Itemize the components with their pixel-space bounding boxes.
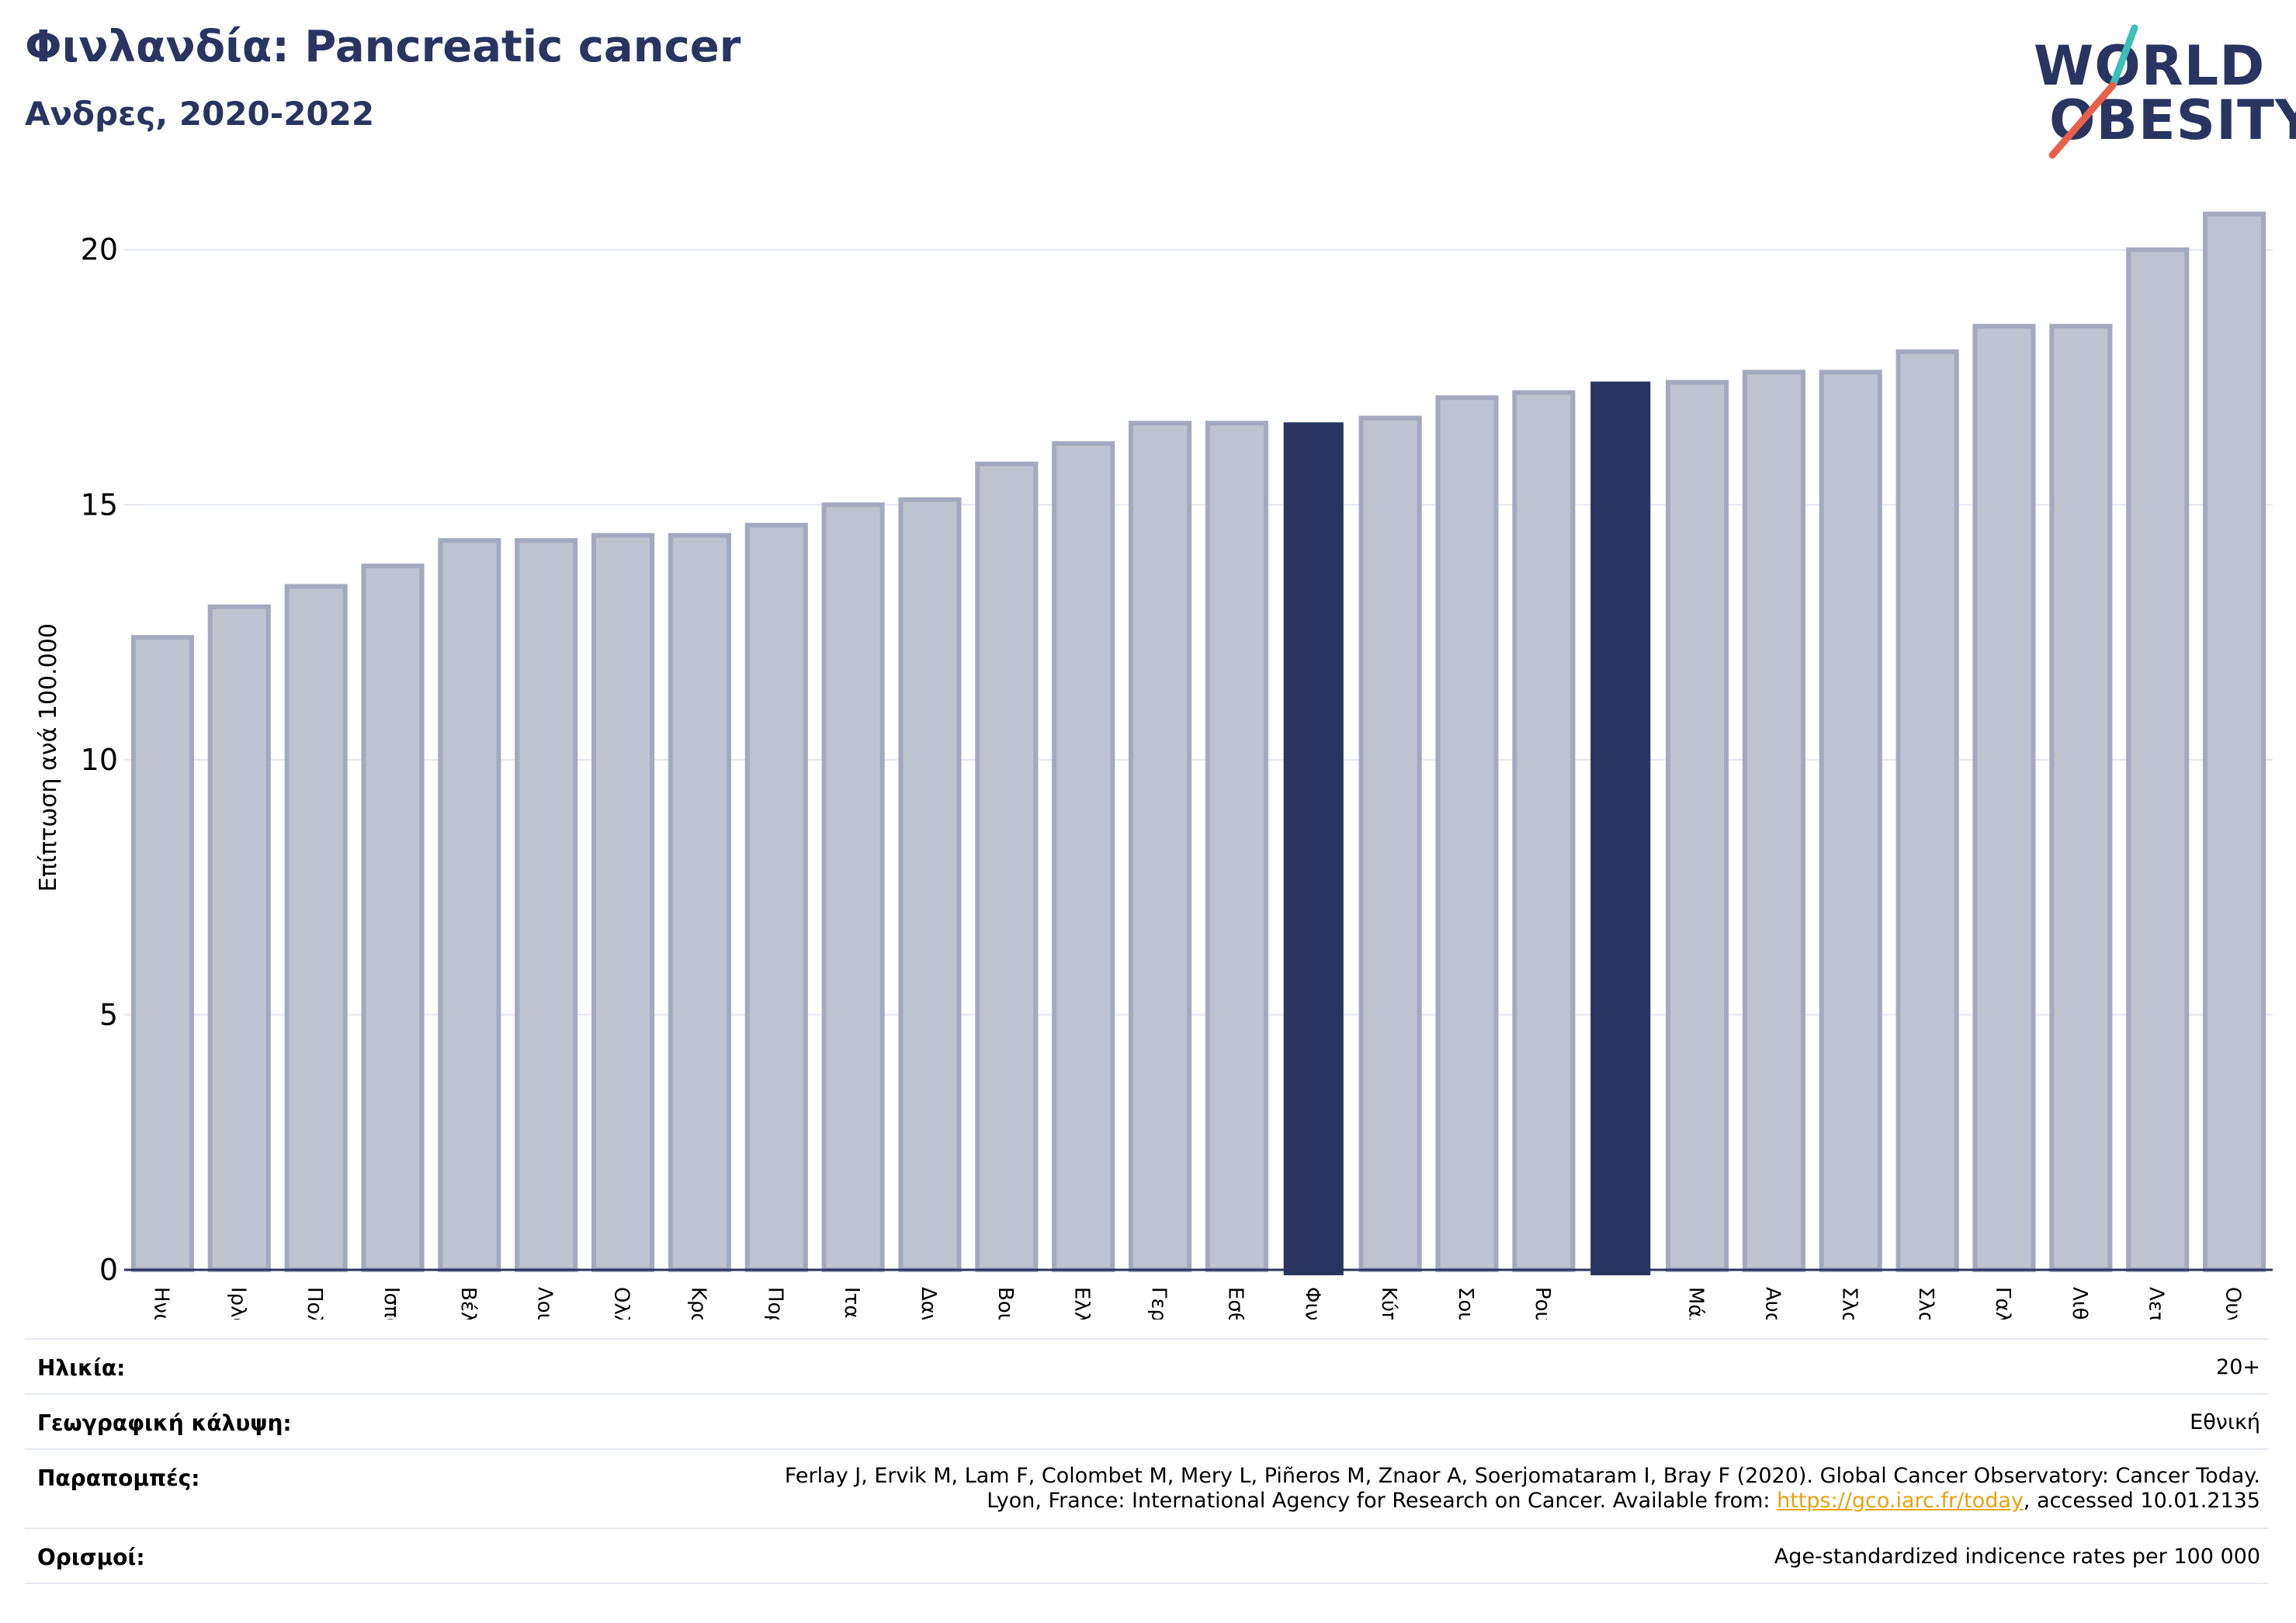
x-tick-label: Γαλλία (1991, 1287, 2014, 1320)
chart-subtitle: Ανδρες, 2020-2022 (25, 95, 375, 133)
age-value: 20+ (2216, 1355, 2260, 1379)
x-tick-label: Πολωνία (303, 1287, 326, 1320)
bar (207, 604, 271, 1272)
bar (898, 497, 962, 1272)
references-text: Ferlay J, Ervik M, Lam F, Colombet M, Me… (785, 1464, 2260, 1514)
x-tick-labels: Ηνωμένο Βασίλειο Ιρλανδία Πολωνία Ισπανία Βέ… (149, 1287, 2244, 1320)
bar (975, 461, 1039, 1273)
x-tick-label: Σλοβακία (1914, 1287, 1937, 1320)
chart-title: Φινλανδία: Pancreatic cancer (25, 22, 741, 72)
y-axis-label: Επίπτωση ανά 100.000 (35, 623, 62, 892)
bar (1205, 421, 1268, 1273)
y-tick-label: 20 (81, 233, 118, 267)
divider (25, 1583, 2268, 1584)
bar (438, 538, 501, 1272)
bar (821, 502, 885, 1272)
bar (591, 532, 655, 1272)
x-tick-label: Ολλανδία (610, 1287, 633, 1320)
references-line-2: Lyon, France: International Agency for R… (785, 1489, 2260, 1514)
world-obesity-logo: WORLD OBESITY (2026, 23, 2296, 163)
bar (130, 635, 194, 1272)
x-tick-label: Δανία (917, 1287, 940, 1320)
bar (744, 522, 808, 1272)
gco-link[interactable]: https://gco.iarc.fr/today (1777, 1489, 2024, 1513)
x-tick-label: Ισπανία (380, 1287, 403, 1320)
x-tick-label: Ηνωμένο Βασίλειο (149, 1287, 172, 1320)
references-line-1: Ferlay J, Ervik M, Lam F, Colombet M, Me… (784, 1464, 2260, 1488)
bars (130, 211, 2267, 1276)
bar (515, 538, 578, 1272)
x-tick-label: Λιθουανία (2068, 1287, 2091, 1320)
logo-line-1: WORLD (2034, 34, 2266, 98)
bar (1972, 324, 2036, 1272)
y-tick-label: 10 (81, 743, 118, 777)
bar (1283, 422, 1344, 1276)
x-tick-label: Κύπρος (1377, 1287, 1400, 1320)
divider (25, 1338, 2268, 1340)
coverage-value: Εθνική (2190, 1410, 2260, 1434)
bar (1129, 421, 1192, 1273)
x-tick-label: Ελλάδα (1070, 1287, 1094, 1320)
x-tick-label: Ιταλία (840, 1287, 863, 1320)
references-accessed: , accessed 10.01.2135 (2023, 1489, 2260, 1513)
divider (25, 1393, 2268, 1395)
logo-slash-icon (2048, 24, 2138, 159)
x-tick-label: Βέλγιο (456, 1287, 480, 1320)
definitions-row: Ορισμοί: Age-standardized indicence rate… (25, 1534, 2268, 1588)
bar (1895, 349, 1959, 1273)
x-tick-label: Σουηδία (1454, 1287, 1477, 1320)
bar (1742, 369, 1805, 1272)
x-tick-label: Μάλτα (1684, 1287, 1708, 1320)
y-tick-label: 15 (81, 487, 118, 522)
x-tick-label: Λετονία (2145, 1287, 2168, 1320)
logo-line-2: OBESITY (2049, 88, 2296, 152)
bar (1435, 395, 1499, 1272)
y-tick-label: 5 (99, 997, 118, 1032)
x-tick-label: Ρουμανία (1531, 1287, 1554, 1320)
bar (2126, 247, 2190, 1273)
x-tick-label: Γερμανία (1147, 1287, 1171, 1320)
coverage-row: Γεωγραφική κάλυψη: Εθνική (25, 1399, 2268, 1454)
y-tick-label: 0 (99, 1253, 118, 1287)
bar (1666, 380, 1729, 1273)
bar (361, 564, 425, 1272)
references-label: Παραπομπές: (37, 1465, 200, 1491)
x-tick-label: Πορτογαλία (763, 1287, 786, 1320)
x-tick-label: Βουλγαρία (994, 1287, 1017, 1320)
x-tick-label: Λουξεμβούργο (533, 1287, 557, 1320)
age-label: Ηλικία: (37, 1355, 126, 1381)
x-tick-label: Αυστρία (1760, 1287, 1784, 1320)
axes: 0 5 10 15 20 (81, 233, 2273, 1287)
x-tick-label: Ιρλανδία (226, 1287, 249, 1320)
x-tick-label: Σλοβενία (1837, 1287, 1861, 1320)
definitions-label: Ορισμοί: (37, 1545, 145, 1570)
bar (1052, 441, 1115, 1272)
definitions-value: Age-standardized indicence rates per 100… (1774, 1545, 2260, 1569)
bar (1819, 369, 1882, 1272)
divider (25, 1448, 2268, 1450)
x-tick-label: Ουγγαρία (2221, 1287, 2245, 1320)
bar (1358, 415, 1422, 1272)
references-row: Παραπομπές: Ferlay J, Ervik M, Lam F, Co… (25, 1455, 2268, 1524)
bar (1512, 390, 1576, 1273)
bar (2049, 324, 2113, 1272)
x-tick-label: Κροατία (686, 1287, 709, 1320)
bar-chart: 0 5 10 15 20 Ηνωμένο Βασίλειο Ιρλανδία Πολωνία… (35, 211, 2273, 1320)
age-row: Ηλικία: 20+ (25, 1344, 2268, 1399)
x-tick-label: Φινλανδία (1300, 1287, 1323, 1320)
x-tick-label: Εσθονία (1223, 1287, 1247, 1320)
bar (2203, 211, 2267, 1273)
bar (284, 584, 348, 1272)
bar (1590, 381, 1651, 1276)
references-line-2-text: Lyon, France: International Agency for R… (987, 1489, 1777, 1513)
divider (25, 1528, 2268, 1529)
coverage-label: Γεωγραφική κάλυψη: (37, 1410, 292, 1436)
bar (668, 532, 731, 1272)
